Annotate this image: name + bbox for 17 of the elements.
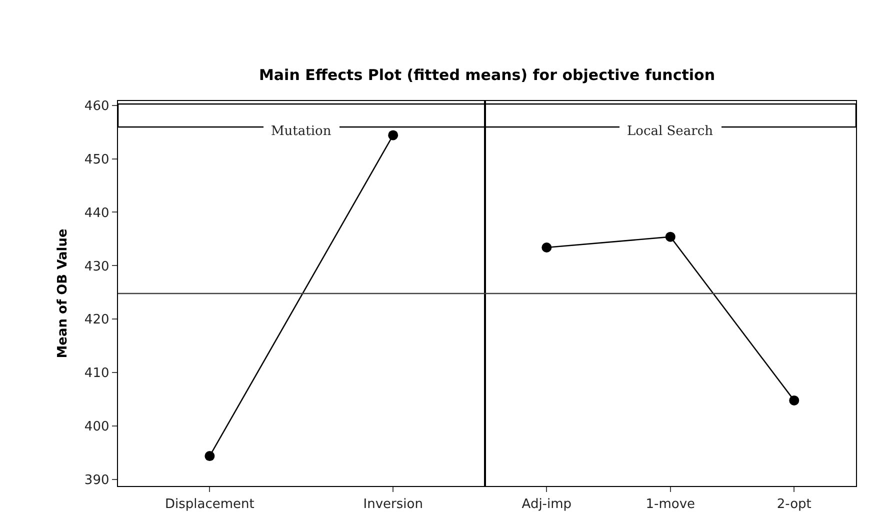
text: Local Search bbox=[627, 124, 714, 139]
x-tick-label: 1-move bbox=[646, 496, 696, 512]
x-tick-label: Adj-imp bbox=[522, 496, 572, 512]
y-tick-label: 410 bbox=[84, 366, 110, 382]
y-tick-label: 420 bbox=[84, 312, 110, 328]
y-tick-label: 400 bbox=[84, 420, 110, 435]
y-axis-title: Mean of OB Value bbox=[55, 228, 70, 358]
x-tick-label: 2-opt bbox=[776, 496, 812, 512]
y-tick-label: 430 bbox=[84, 259, 110, 274]
x-tick-label: Inversion bbox=[363, 496, 423, 512]
text: Mutation bbox=[271, 124, 332, 139]
x-tick-label: Displacement bbox=[165, 496, 254, 512]
y-tick-label: 390 bbox=[84, 473, 110, 488]
chart-title: Main Effects Plot (fitted means) for objective function bbox=[259, 66, 716, 84]
y-tick-label: 460 bbox=[84, 98, 110, 114]
y-tick-label: 440 bbox=[84, 206, 110, 221]
y-tick-label: 450 bbox=[84, 152, 110, 168]
